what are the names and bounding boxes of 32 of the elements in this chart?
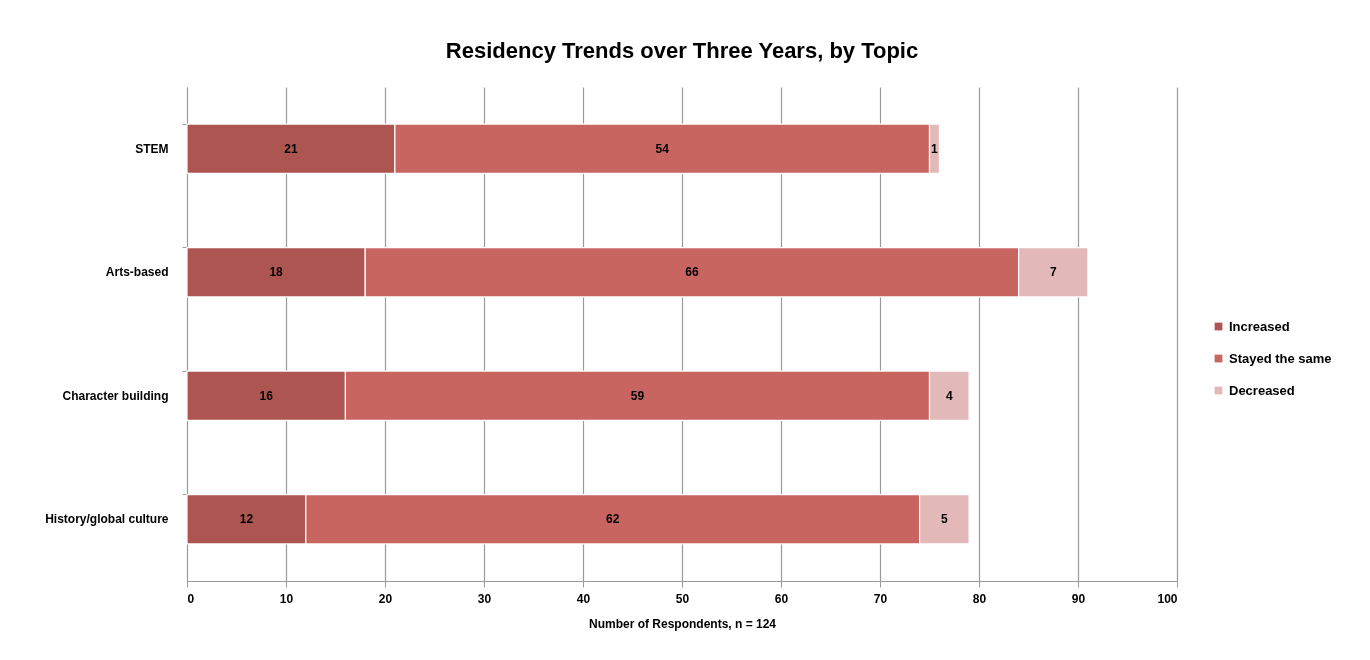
data-label: 16 xyxy=(259,388,274,403)
data-label: 66 xyxy=(685,265,699,280)
x-axis-title: Number of Respondents, n = 124 xyxy=(588,616,777,631)
data-label: 18 xyxy=(269,265,284,280)
legend-label: Decreased xyxy=(1229,382,1295,398)
x-tick-label: 70 xyxy=(873,591,888,606)
data-label: 62 xyxy=(606,512,620,527)
x-tick-label: 90 xyxy=(1071,591,1086,606)
x-tick-label: 80 xyxy=(972,591,987,606)
data-label: 21 xyxy=(284,141,298,156)
data-label: 12 xyxy=(239,512,254,527)
x-tick-label: 20 xyxy=(378,591,393,606)
y-tick-label: History/global culture xyxy=(45,512,169,527)
x-tick-label: 60 xyxy=(774,591,789,606)
legend-label: Stayed the same xyxy=(1229,350,1332,366)
legend-label: Increased xyxy=(1229,318,1290,334)
x-tick-label: 40 xyxy=(576,591,591,606)
chart-title: Residency Trends over Three Years, by Topic xyxy=(445,38,919,63)
y-tick-label: Character building xyxy=(62,388,169,403)
x-tick-label: 50 xyxy=(675,591,690,606)
data-label: 59 xyxy=(630,388,645,403)
x-tick-label: 100 xyxy=(1157,591,1178,606)
data-label: 7 xyxy=(1049,265,1057,280)
data-label: 1 xyxy=(931,141,939,156)
data-label: 4 xyxy=(945,388,953,403)
x-tick-label: 0 xyxy=(187,591,195,606)
data-label: 54 xyxy=(655,141,670,156)
x-tick-label: 10 xyxy=(279,591,294,606)
y-tick-label: Arts-based xyxy=(105,265,169,280)
x-tick-label: 30 xyxy=(477,591,492,606)
data-label: 5 xyxy=(941,512,949,527)
y-tick-label: STEM xyxy=(135,141,169,156)
